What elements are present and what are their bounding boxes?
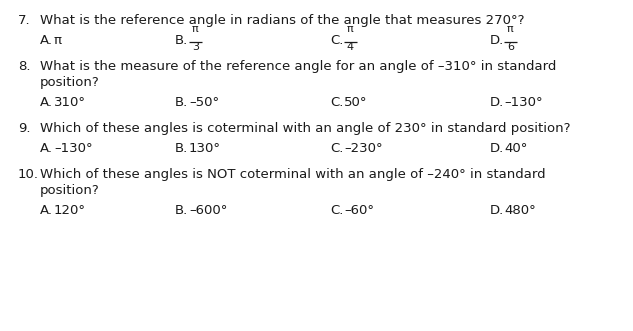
Text: π: π [192, 24, 199, 34]
Text: 120°: 120° [54, 204, 86, 217]
Text: 480°: 480° [504, 204, 536, 217]
Text: position?: position? [40, 184, 100, 197]
Text: π: π [507, 24, 514, 34]
Text: position?: position? [40, 76, 100, 89]
Text: 310°: 310° [54, 96, 86, 109]
Text: 7.: 7. [18, 14, 30, 27]
Text: D.: D. [490, 142, 505, 155]
Text: A.: A. [40, 96, 53, 109]
Text: 3: 3 [192, 42, 199, 52]
Text: B.: B. [175, 142, 188, 155]
Text: A.: A. [40, 34, 53, 47]
Text: D.: D. [490, 204, 505, 217]
Text: What is the reference angle in radians of the angle that measures 270°?: What is the reference angle in radians o… [40, 14, 525, 27]
Text: π: π [54, 34, 62, 47]
Text: 9.: 9. [18, 122, 30, 135]
Text: –600°: –600° [189, 204, 227, 217]
Text: What is the measure of the reference angle for an angle of –310° in standard: What is the measure of the reference ang… [40, 60, 556, 73]
Text: 6: 6 [507, 42, 514, 52]
Text: –50°: –50° [189, 96, 219, 109]
Text: B.: B. [175, 96, 188, 109]
Text: A.: A. [40, 142, 53, 155]
Text: 4: 4 [347, 42, 354, 52]
Text: C.: C. [330, 34, 343, 47]
Text: 50°: 50° [344, 96, 368, 109]
Text: –230°: –230° [344, 142, 382, 155]
Text: D.: D. [490, 96, 505, 109]
Text: –130°: –130° [54, 142, 92, 155]
Text: B.: B. [175, 34, 188, 47]
Text: B.: B. [175, 204, 188, 217]
Text: π: π [347, 24, 354, 34]
Text: C.: C. [330, 204, 343, 217]
Text: 8.: 8. [18, 60, 30, 73]
Text: C.: C. [330, 142, 343, 155]
Text: A.: A. [40, 204, 53, 217]
Text: 130°: 130° [189, 142, 221, 155]
Text: 40°: 40° [504, 142, 527, 155]
Text: D.: D. [490, 34, 505, 47]
Text: Which of these angles is NOT coterminal with an angle of –240° in standard: Which of these angles is NOT coterminal … [40, 168, 546, 181]
Text: C.: C. [330, 96, 343, 109]
Text: 10.: 10. [18, 168, 39, 181]
Text: –130°: –130° [504, 96, 542, 109]
Text: Which of these angles is coterminal with an angle of 230° in standard position?: Which of these angles is coterminal with… [40, 122, 570, 135]
Text: –60°: –60° [344, 204, 374, 217]
